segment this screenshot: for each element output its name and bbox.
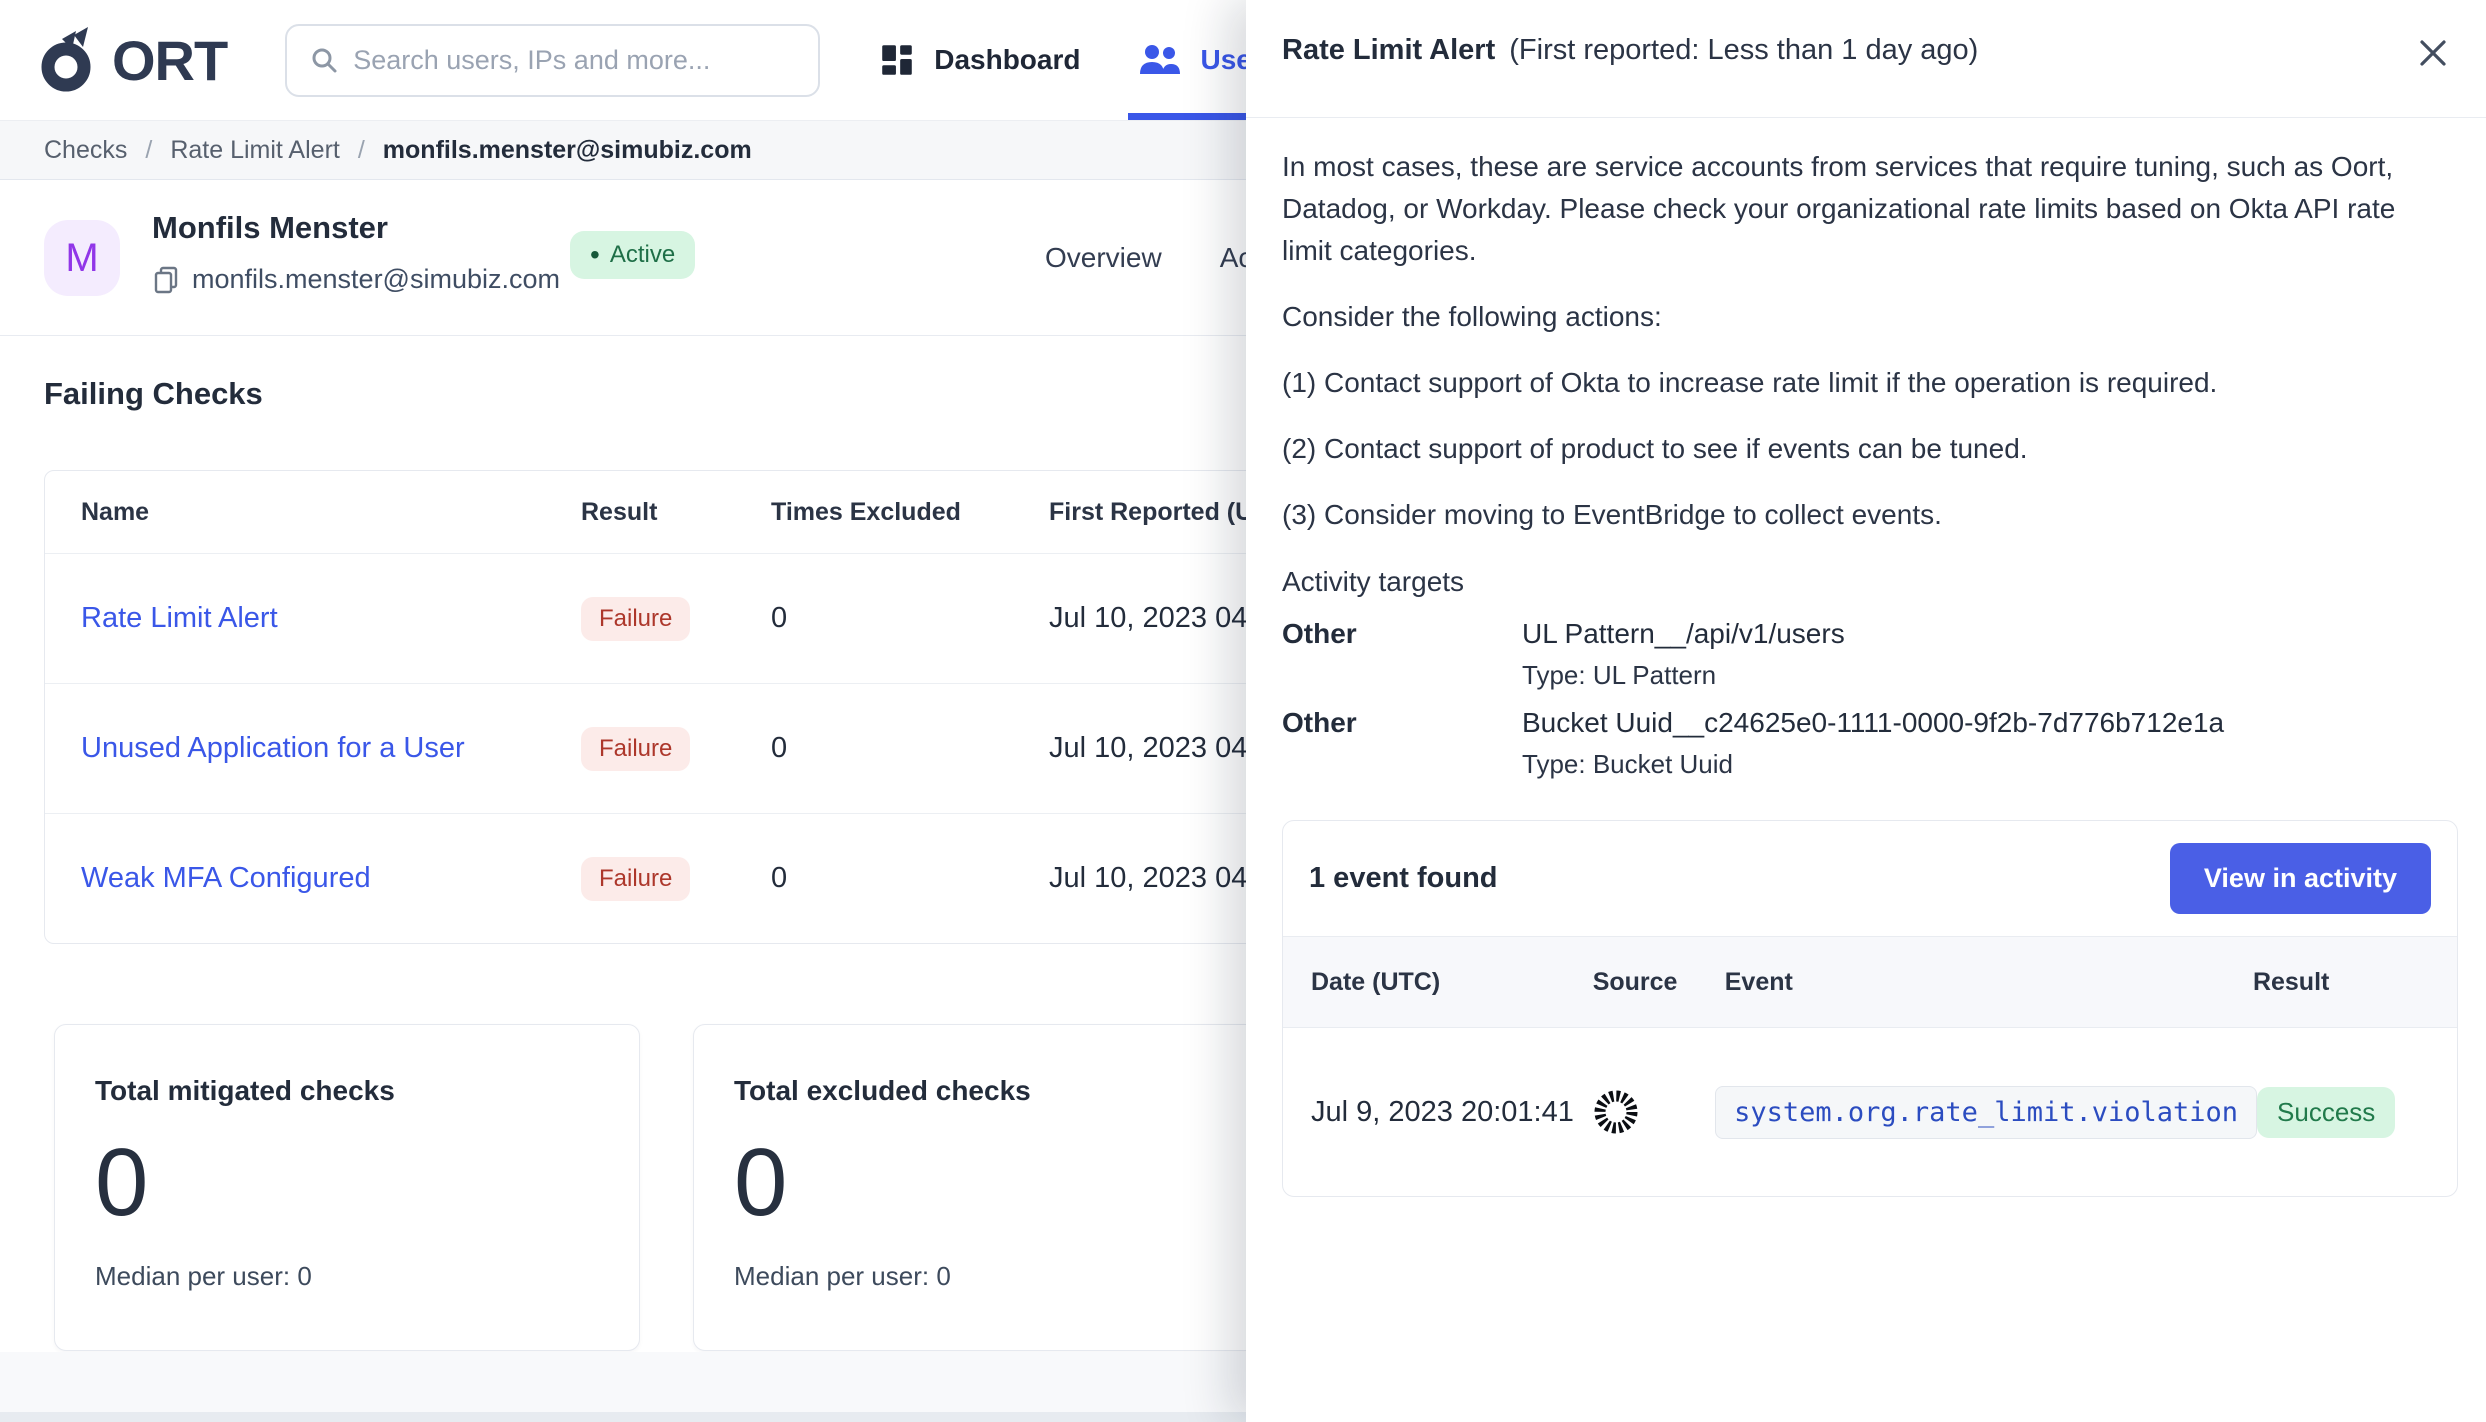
dashboard-icon xyxy=(882,45,912,75)
card-total-excluded-checks: Total excluded checks 0 Median per user:… xyxy=(693,1024,1279,1351)
tab-overview[interactable]: Overview xyxy=(1045,242,1162,273)
table-row: Weak MFA Configured Failure 0 Jul 10, 20… xyxy=(45,813,2103,943)
activity-targets-label: Activity targets xyxy=(1282,566,1465,597)
drawer-paragraph: (2) Contact support of product to see if… xyxy=(1282,433,2028,464)
events-table-header: Date (UTC) Source Event Result xyxy=(1283,936,2457,1028)
target-type: Type: UL Pattern xyxy=(1522,660,1717,690)
event-row: Jul 9, 2023 20:01:41 system.org.rate_lim… xyxy=(1283,1028,2457,1196)
target-type: Type: Bucket Uuid xyxy=(1522,749,1733,779)
oort-comet-icon xyxy=(41,27,91,92)
check-link-rate-limit-alert[interactable]: Rate Limit Alert xyxy=(81,602,278,634)
first-reported-value: Jul 10, 2023 04 xyxy=(1049,602,1248,634)
spinner-icon xyxy=(1594,1090,1638,1134)
breadcrumb-rate-limit-alert[interactable]: Rate Limit Alert xyxy=(170,135,340,164)
column-header-name: Name xyxy=(81,497,150,526)
global-search[interactable] xyxy=(285,23,821,97)
status-label: Active xyxy=(609,241,676,268)
table-row: Unused Application for a User Failure 0 … xyxy=(45,683,2103,813)
drawer-paragraph: Consider the following actions: xyxy=(1282,301,1662,332)
drawer-paragraph: (1) Contact support of Okta to increase … xyxy=(1282,367,2218,398)
search-input[interactable] xyxy=(353,44,797,76)
avatar: M xyxy=(44,220,120,296)
activity-target-row: Other UL Pattern__/api/v1/users xyxy=(1282,618,2454,650)
drawer-paragraph: (3) Consider moving to EventBridge to co… xyxy=(1282,499,1942,530)
event-count-label: 1 event found xyxy=(1309,862,1498,894)
oort-logo: ORT xyxy=(36,25,228,95)
breadcrumb-current-user: monfils.menster@simubiz.com xyxy=(382,135,752,164)
page-footer-strip xyxy=(0,1412,1246,1422)
card-subtitle: Median per user: 0 xyxy=(734,1261,951,1291)
search-icon xyxy=(312,48,337,73)
first-reported-value: Jul 10, 2023 04 xyxy=(1049,732,1248,764)
column-header-result: Result xyxy=(2252,967,2330,996)
times-excluded-value: 0 xyxy=(771,732,788,764)
event-type-chip[interactable]: system.org.rate_limit.violation xyxy=(1715,1085,2258,1139)
column-header-result: Result xyxy=(581,497,658,526)
card-total-mitigated-checks: Total mitigated checks 0 Median per user… xyxy=(54,1024,640,1351)
card-title: Total excluded checks xyxy=(734,1075,1031,1106)
drawer-paragraph: In most cases, these are service account… xyxy=(1282,151,2396,266)
check-link-weak-mfa[interactable]: Weak MFA Configured xyxy=(81,862,371,894)
failing-checks-title: Failing Checks xyxy=(44,376,263,411)
times-excluded-value: 0 xyxy=(771,602,788,634)
target-kind: Other xyxy=(1282,618,1357,649)
close-icon[interactable] xyxy=(2416,36,2450,70)
card-subtitle: Median per user: 0 xyxy=(95,1261,312,1291)
result-badge: Failure xyxy=(581,596,691,641)
nav-item-label: Dashboard xyxy=(934,44,1081,75)
table-row: Rate Limit Alert Failure 0 Jul 10, 2023 … xyxy=(45,553,2103,683)
result-badge: Failure xyxy=(581,726,691,771)
breadcrumb-checks[interactable]: Checks xyxy=(44,135,128,164)
user-name: Monfils Menster xyxy=(152,210,388,245)
column-header-first-reported: First Reported (U xyxy=(1049,497,1254,526)
table-header-row: Name Result Times Excluded First Reporte… xyxy=(45,471,2103,553)
drawer-title: Rate Limit Alert xyxy=(1282,34,1496,66)
rate-limit-alert-drawer: Rate Limit Alert (First reported: Less t… xyxy=(1246,0,2486,1422)
times-excluded-value: 0 xyxy=(771,862,788,894)
column-header-date-utc: Date (UTC) xyxy=(1311,967,1441,996)
activity-target-row: Other Bucket Uuid__c24625e0-1111-0000-9f… xyxy=(1282,707,2454,739)
column-header-source: Source xyxy=(1592,967,1678,996)
drawer-subtitle: (First reported: Less than 1 day ago) xyxy=(1509,34,1979,66)
card-title: Total mitigated checks xyxy=(95,1075,395,1106)
copy-icon[interactable] xyxy=(152,265,180,295)
events-panel: 1 event found View in activity Date (UTC… xyxy=(1282,820,2458,1197)
brand-wordmark: ORT xyxy=(112,28,228,92)
target-kind: Other xyxy=(1282,707,1357,738)
status-badge: Active xyxy=(570,231,696,279)
view-in-activity-button[interactable]: View in activity xyxy=(2169,843,2431,914)
breadcrumb-separator: / xyxy=(145,135,153,164)
breadcrumb-separator: / xyxy=(357,135,365,164)
check-link-unused-application[interactable]: Unused Application for a User xyxy=(81,732,465,764)
card-value: 0 xyxy=(95,1129,149,1236)
target-value: UL Pattern__/api/v1/users xyxy=(1522,618,1845,649)
target-value: Bucket Uuid__c24625e0-1111-0000-9f2b-7d7… xyxy=(1522,707,2225,738)
column-header-event: Event xyxy=(1724,967,1793,996)
page-footer-area xyxy=(0,1352,1246,1422)
result-success-badge: Success xyxy=(2257,1086,2396,1138)
column-header-times-excluded: Times Excluded xyxy=(771,497,961,526)
card-value: 0 xyxy=(734,1129,788,1236)
user-email: monfils.menster@simubiz.com xyxy=(192,264,560,294)
event-date: Jul 9, 2023 20:01:41 xyxy=(1311,1095,1574,1128)
nav-item-dashboard[interactable]: Dashboard xyxy=(878,0,1080,120)
first-reported-value: Jul 10, 2023 04 xyxy=(1049,862,1248,894)
users-icon xyxy=(1140,45,1181,74)
result-badge: Failure xyxy=(581,856,691,901)
